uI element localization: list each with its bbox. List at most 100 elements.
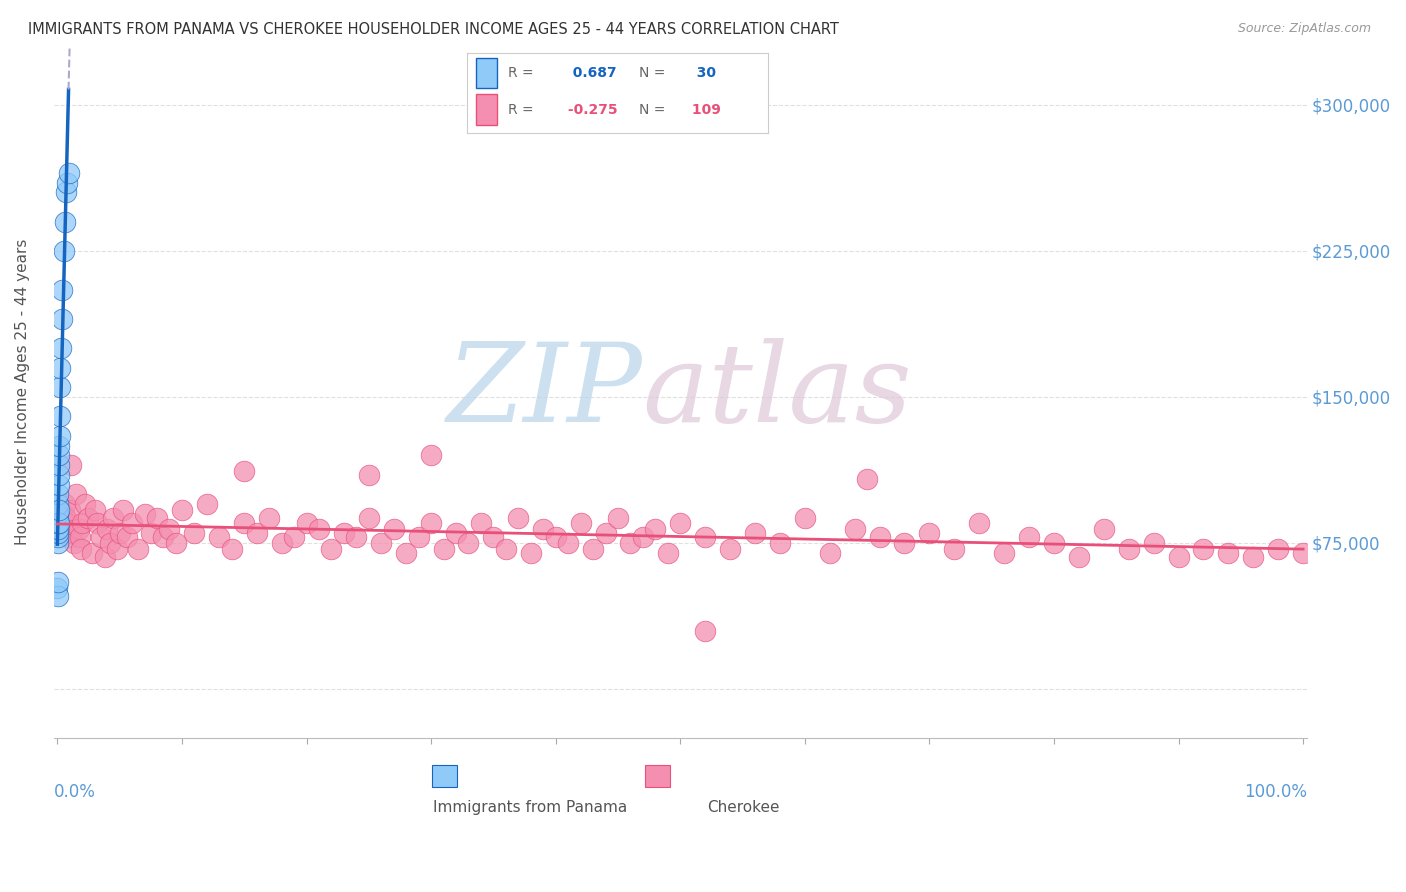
Point <box>233 516 256 531</box>
Point <box>1067 549 1090 564</box>
Point <box>51 526 73 541</box>
Point <box>46 530 69 544</box>
Point <box>48 467 70 482</box>
Point <box>82 546 104 560</box>
Point <box>48 458 70 472</box>
Point <box>48 516 70 531</box>
Point <box>644 522 666 536</box>
Point <box>1092 522 1115 536</box>
Point <box>631 530 654 544</box>
Point <box>49 522 72 536</box>
Point <box>134 507 156 521</box>
Text: atlas: atlas <box>643 338 912 446</box>
Point <box>62 536 84 550</box>
Y-axis label: Householder Income Ages 25 - 44 years: Householder Income Ages 25 - 44 years <box>15 239 30 545</box>
Point <box>72 516 94 531</box>
Point <box>46 516 69 531</box>
Point <box>544 530 567 544</box>
Point <box>108 526 131 541</box>
Point <box>52 244 75 258</box>
Text: Immigrants from Panama: Immigrants from Panama <box>433 800 627 815</box>
Point <box>46 497 69 511</box>
Point <box>695 530 717 544</box>
Point <box>444 526 467 541</box>
Point <box>420 516 443 531</box>
Point <box>58 530 80 544</box>
FancyBboxPatch shape <box>645 764 671 787</box>
Point <box>1043 536 1066 550</box>
Point <box>121 516 143 531</box>
Point <box>48 448 70 462</box>
Point <box>595 526 617 541</box>
Point <box>53 497 76 511</box>
Point <box>55 510 77 524</box>
Point <box>295 516 318 531</box>
Point <box>59 503 82 517</box>
Point <box>146 510 169 524</box>
Point <box>582 541 605 556</box>
Point <box>115 530 138 544</box>
Point <box>519 546 541 560</box>
Point <box>569 516 592 531</box>
Point <box>893 536 915 550</box>
Point <box>51 312 73 326</box>
Text: ZIP: ZIP <box>447 338 643 446</box>
Point <box>270 536 292 550</box>
Point <box>1167 549 1189 564</box>
Point <box>159 522 181 536</box>
Point <box>93 549 115 564</box>
Point <box>557 536 579 550</box>
Point <box>769 536 792 550</box>
Point <box>257 510 280 524</box>
Point <box>657 546 679 560</box>
Point <box>70 541 93 556</box>
Point <box>208 530 231 544</box>
Point <box>56 516 79 531</box>
Point <box>1143 536 1166 550</box>
Point <box>495 541 517 556</box>
Point <box>1018 530 1040 544</box>
Point <box>46 589 69 603</box>
Point <box>283 530 305 544</box>
Point <box>744 526 766 541</box>
Point <box>98 536 121 550</box>
Point <box>856 472 879 486</box>
Point <box>1267 541 1289 556</box>
Point <box>83 503 105 517</box>
Point <box>58 166 80 180</box>
Point <box>408 530 430 544</box>
Point <box>170 503 193 517</box>
Point <box>46 574 69 589</box>
Point <box>127 541 149 556</box>
Point <box>49 409 72 424</box>
Point <box>48 487 70 501</box>
Point <box>195 497 218 511</box>
Point <box>321 541 343 556</box>
Point <box>531 522 554 536</box>
Point <box>918 526 941 541</box>
Point <box>46 526 69 541</box>
Point <box>56 176 79 190</box>
Point <box>619 536 641 550</box>
Point <box>90 530 112 544</box>
Point <box>370 536 392 550</box>
Point <box>77 510 100 524</box>
Point <box>65 487 87 501</box>
Point <box>112 503 135 517</box>
Point <box>1241 549 1264 564</box>
Point <box>105 541 128 556</box>
Point <box>55 186 77 200</box>
Point <box>46 507 69 521</box>
Point <box>86 516 108 531</box>
Point <box>51 283 73 297</box>
Point <box>183 526 205 541</box>
Point <box>718 541 741 556</box>
Point <box>46 581 69 595</box>
Point <box>53 214 76 228</box>
Point <box>246 526 269 541</box>
Point <box>49 380 72 394</box>
Text: IMMIGRANTS FROM PANAMA VS CHEROKEE HOUSEHOLDER INCOME AGES 25 - 44 YEARS CORRELA: IMMIGRANTS FROM PANAMA VS CHEROKEE HOUSE… <box>28 22 839 37</box>
Text: Source: ZipAtlas.com: Source: ZipAtlas.com <box>1237 22 1371 36</box>
Point <box>1218 546 1240 560</box>
Point <box>46 522 69 536</box>
